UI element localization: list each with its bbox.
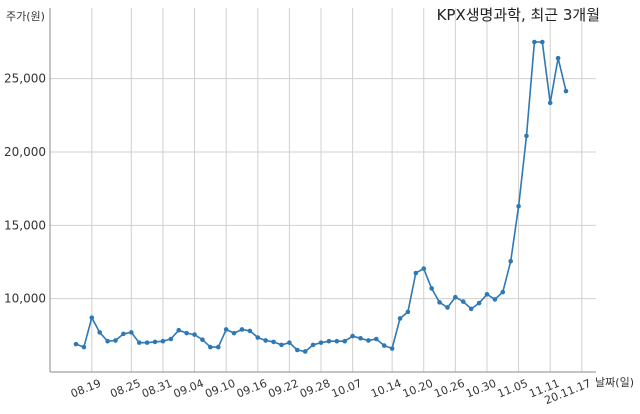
x-tick-label: 09.22: [266, 377, 300, 401]
data-point: [279, 342, 284, 348]
axis-layer: [49, 8, 596, 373]
data-point: [113, 338, 118, 343]
data-point: [152, 339, 158, 345]
data-point: [421, 266, 427, 271]
data-point: [342, 338, 348, 344]
x-tick-label: 08.25: [108, 377, 142, 401]
data-point: [176, 327, 182, 333]
data-point: [89, 315, 95, 321]
chart-title: KPX생명과학, 최근 3개월: [436, 6, 600, 24]
data-point: [310, 342, 316, 348]
x-tick-label: 10.20: [401, 377, 435, 401]
data-point: [302, 349, 308, 354]
data-point: [208, 344, 213, 350]
data-point: [192, 332, 197, 337]
data-point: [239, 327, 245, 332]
data-point: [97, 330, 103, 335]
x-tick-label: 08.19: [69, 377, 103, 401]
x-tick-label: 11.05: [496, 377, 530, 401]
data-point: [508, 258, 513, 264]
grid-layer: [50, 8, 596, 372]
data-point: [231, 330, 237, 336]
y-tick-label: 20,000: [4, 145, 46, 159]
data-point: [532, 39, 537, 45]
data-point: [389, 346, 395, 351]
data-point: [547, 100, 553, 106]
x-tick-label: 10.26: [432, 377, 466, 401]
data-point: [73, 341, 79, 347]
data-point: [516, 203, 521, 209]
data-point: [429, 286, 434, 291]
data-point: [492, 297, 498, 302]
data-point: [468, 306, 474, 312]
data-point: [555, 55, 561, 61]
data-point: [445, 305, 450, 310]
data-point: [405, 309, 411, 315]
data-point: [223, 327, 229, 332]
data-point: [476, 300, 482, 306]
data-point: [129, 330, 134, 335]
data-point: [453, 294, 458, 300]
data-point: [374, 336, 379, 342]
data-point: [413, 270, 419, 276]
y-axis-label: 주가(원): [6, 10, 45, 23]
series-layer: [73, 39, 569, 354]
data-point: [524, 133, 529, 139]
x-tick-label: 10.07: [330, 377, 364, 401]
data-point: [294, 347, 300, 353]
y-tick-label: 10,000: [4, 292, 46, 306]
x-tick-label: 10.30: [464, 377, 498, 401]
data-point: [168, 336, 174, 342]
x-tick-label: 09.28: [298, 377, 332, 401]
data-point: [121, 331, 126, 337]
y-tick-labels: 10,000 15,000 20,000 25,000: [4, 72, 46, 306]
data-point: [539, 39, 545, 45]
x-tick-label: 08.31: [140, 377, 174, 401]
y-tick-label: 15,000: [4, 218, 46, 232]
data-point: [136, 340, 142, 345]
x-tick-label: 10.14: [369, 377, 403, 401]
data-point: [460, 299, 466, 304]
data-point: [381, 343, 387, 348]
data-point: [563, 88, 569, 94]
x-axis-label: 날짜(일): [595, 376, 634, 389]
data-point: [263, 338, 268, 343]
data-point: [184, 330, 189, 336]
data-point: [397, 316, 403, 321]
data-point: [287, 340, 292, 345]
y-tick-label: 25,000: [4, 72, 46, 86]
data-point: [350, 333, 355, 339]
data-point: [247, 328, 253, 334]
data-point: [160, 338, 166, 344]
data-point: [81, 344, 87, 350]
data-point: [334, 338, 340, 344]
x-tick-label: 09.10: [203, 377, 237, 401]
data-point: [326, 338, 332, 344]
data-point: [255, 335, 261, 340]
data-point: [105, 338, 110, 344]
data-point: [437, 300, 442, 305]
data-point: [358, 335, 363, 341]
data-point: [484, 291, 490, 297]
data-point: [215, 344, 221, 350]
data-point: [200, 337, 205, 343]
data-point: [144, 340, 150, 345]
data-point: [318, 340, 324, 345]
x-tick-label: 09.16: [235, 377, 269, 401]
x-tick-label: 09.04: [172, 377, 206, 401]
data-point: [500, 289, 506, 295]
x-tick-labels: 08.19 08.2508.3109.0409.1009.1609.2209.28…: [69, 377, 593, 407]
data-point: [366, 338, 371, 343]
data-point: [271, 339, 276, 345]
